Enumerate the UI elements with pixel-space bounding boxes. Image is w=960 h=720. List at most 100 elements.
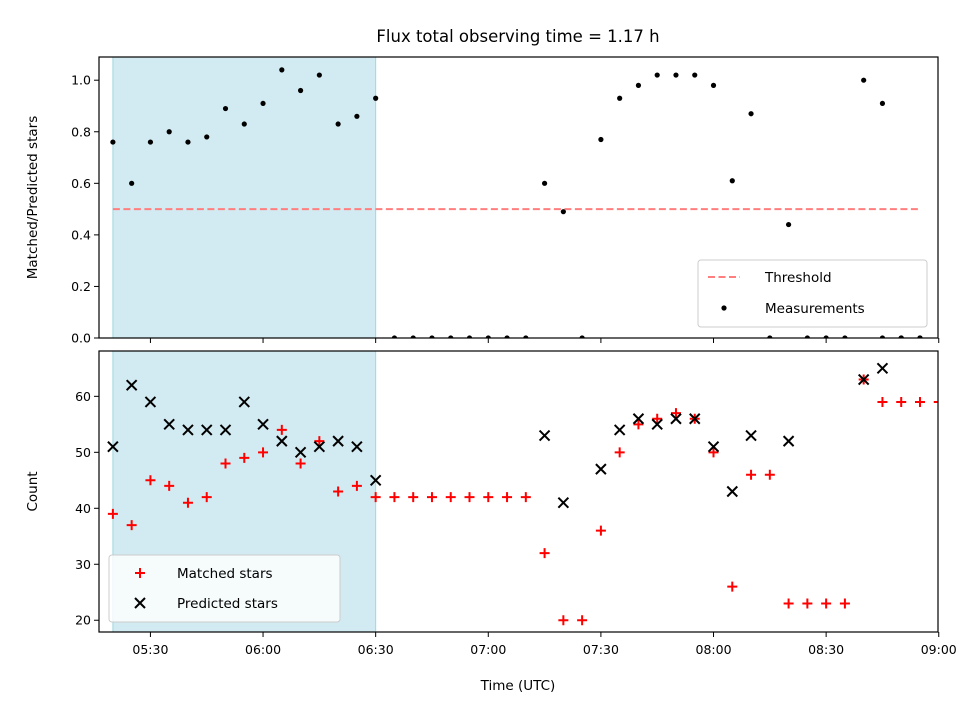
data-point — [613, 424, 626, 436]
data-point — [241, 121, 247, 127]
data-point — [727, 581, 738, 592]
data-point — [595, 525, 606, 536]
data-point — [558, 615, 569, 626]
x-axis-label: Time (UTC) — [480, 678, 556, 694]
data-point — [633, 419, 644, 430]
data-point — [708, 447, 719, 458]
data-point — [314, 436, 325, 447]
data-point — [370, 492, 381, 503]
series-measurements — [110, 67, 923, 338]
y-tick-label: 0.8 — [71, 124, 91, 139]
y-tick-label: 0.2 — [71, 279, 91, 294]
y-tick-label: 0.0 — [71, 331, 91, 346]
data-point — [448, 335, 454, 338]
x-tick-label: 05:30 — [132, 642, 168, 657]
highlight-span — [112, 56, 377, 339]
data-point — [670, 413, 682, 425]
data-point — [783, 598, 794, 609]
data-point — [595, 463, 607, 475]
data-point — [821, 598, 832, 609]
legend-matched-swatch — [135, 568, 145, 578]
data-point — [782, 435, 795, 447]
data-point — [842, 335, 848, 338]
data-point — [726, 485, 738, 498]
y-tick-label: 0.6 — [71, 176, 91, 191]
data-point — [917, 335, 923, 338]
data-point — [204, 134, 210, 140]
data-point — [579, 335, 585, 338]
legend: Matched stars Predicted stars — [108, 554, 341, 623]
data-point — [617, 95, 623, 101]
data-point — [220, 458, 231, 469]
data-point — [351, 480, 362, 491]
legend: Threshold Measurements — [697, 259, 928, 328]
data-point — [689, 413, 701, 425]
data-point — [369, 474, 382, 487]
x-tick-label: 07:00 — [470, 642, 506, 657]
data-point — [389, 492, 400, 503]
legend-threshold-label: Threshold — [764, 270, 832, 286]
data-point — [504, 335, 510, 338]
data-point — [767, 335, 773, 338]
data-point — [129, 180, 135, 186]
bottom-panel: 20 30 40 50 60 05:30 06:00 06:30 07:00 07:30 08:00… — [25, 350, 957, 657]
data-point — [410, 335, 416, 338]
data-point — [557, 496, 570, 509]
data-point — [710, 82, 717, 88]
data-point — [914, 396, 925, 407]
data-point — [745, 429, 757, 442]
data-point — [876, 362, 889, 375]
y-axis-label: Matched/Predicted stars — [25, 116, 41, 279]
data-point — [110, 139, 116, 145]
data-point — [276, 435, 288, 447]
data-point — [898, 335, 904, 338]
x-tick-label: 06:00 — [245, 642, 281, 657]
plot-area — [110, 67, 923, 338]
data-point — [279, 67, 285, 73]
top-panel: 0.0 0.2 0.4 0.6 0.8 1.0 Matched/Predicted star… — [25, 56, 940, 346]
data-point — [335, 121, 341, 127]
legend-box — [697, 259, 928, 328]
data-point — [333, 486, 344, 497]
data-point — [823, 335, 829, 338]
data-point — [651, 418, 663, 431]
legend-matched-label: Matched stars — [177, 566, 273, 582]
data-point — [445, 492, 456, 503]
data-point — [313, 441, 326, 453]
data-point — [652, 413, 663, 424]
data-point — [877, 396, 888, 407]
data-point — [257, 418, 269, 431]
data-point — [707, 441, 720, 453]
data-point — [839, 598, 850, 609]
data-point — [539, 548, 550, 559]
data-point — [729, 178, 735, 184]
data-point — [933, 396, 938, 407]
data-point — [164, 480, 175, 491]
data-point — [802, 598, 813, 609]
data-point — [107, 508, 118, 519]
x-tick-label: 08:30 — [808, 642, 844, 657]
data-point — [107, 441, 119, 453]
data-point — [239, 452, 250, 463]
legend-predicted-label: Predicted stars — [177, 596, 278, 612]
data-point — [670, 408, 681, 419]
y-tick-label: 30 — [75, 557, 91, 572]
data-point — [260, 100, 266, 107]
data-point — [351, 441, 363, 453]
legend-measurements-label: Measurements — [765, 301, 865, 317]
data-point — [222, 105, 229, 112]
data-point — [502, 492, 513, 503]
series-predicted-stars — [107, 362, 889, 509]
data-point — [614, 447, 625, 458]
y-tick-label: 0.4 — [71, 227, 91, 242]
data-point — [182, 497, 193, 508]
axes-frame — [98, 56, 939, 339]
y-tick-label: 50 — [75, 445, 91, 460]
data-point — [238, 396, 250, 408]
data-point — [297, 87, 304, 94]
data-point — [635, 82, 642, 88]
axes-frame — [98, 350, 939, 633]
data-point — [147, 139, 154, 145]
data-point — [185, 139, 191, 145]
